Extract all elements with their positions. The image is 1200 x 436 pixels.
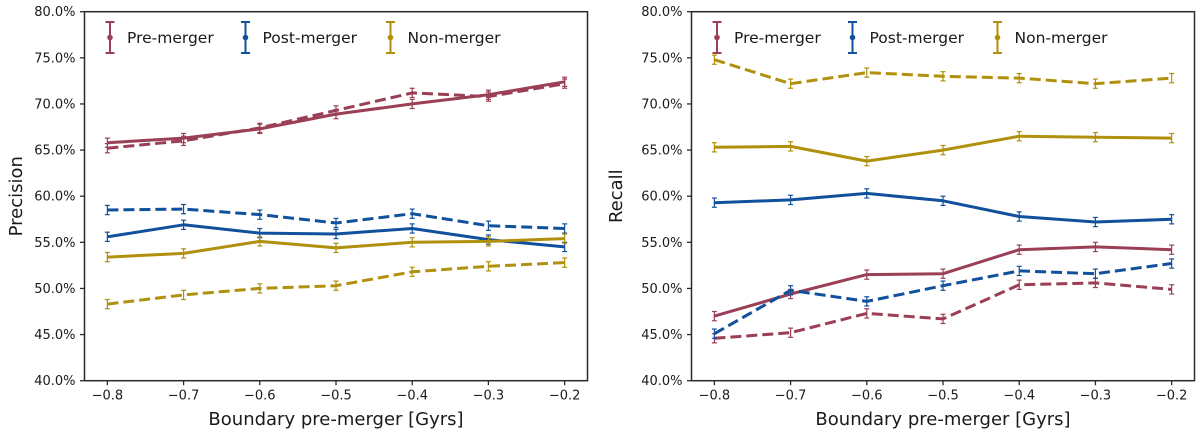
legend-label: Non-merger	[408, 29, 502, 47]
y-tick-label: 75.0%	[641, 51, 682, 66]
legend-label: Pre-merger	[734, 29, 821, 47]
x-tick-label: −0.8	[92, 389, 124, 404]
x-tick-label: −0.6	[244, 389, 276, 404]
series-line-non-merger-solid	[107, 237, 565, 259]
y-tick-label: 45.0%	[34, 328, 75, 343]
legend-marker-dot	[994, 34, 1001, 41]
x-axis-label: Boundary pre-merger [Gyrs]	[815, 409, 1070, 430]
y-tick-label: 55.0%	[641, 236, 682, 251]
y-axis-label: Precision	[6, 156, 27, 236]
series-line-pre-merger-dashed	[714, 281, 1172, 340]
legend-marker-dot	[849, 34, 856, 41]
y-tick-label: 45.0%	[641, 328, 682, 343]
y-tick-label: 60.0%	[34, 190, 75, 205]
y-tick-label: 40.0%	[34, 374, 75, 389]
legend-label: Post-merger	[870, 29, 965, 47]
series-line-post-merger-dashed	[107, 207, 565, 230]
y-tick-label: 55.0%	[34, 236, 75, 251]
series-line-non-merger-solid	[714, 134, 1172, 163]
y-tick-label: 65.0%	[34, 144, 75, 159]
series-line-post-merger-solid	[714, 191, 1172, 224]
y-tick-label: 70.0%	[34, 97, 75, 112]
x-tick-label: −0.7	[775, 389, 807, 404]
legend-marker-dot	[107, 34, 113, 41]
x-tick-label: −0.5	[927, 389, 959, 404]
y-tick-label: 65.0%	[641, 144, 682, 159]
legend-label: Post-merger	[263, 29, 358, 47]
series-line-non-merger-dashed	[107, 261, 565, 306]
plot-border	[690, 10, 1196, 382]
x-tick-label: −0.2	[1156, 389, 1188, 404]
recall-chart: 40.0% 45.0% 50.0% 55.0% 60.0% 65.0% 70.0% 75.0%…	[606, 5, 1196, 430]
series-line-non-merger-dashed	[713, 58, 1172, 86]
legend-label: Pre-merger	[127, 29, 214, 47]
y-tick-label: 75.0%	[34, 51, 75, 66]
x-tick-label: −0.5	[320, 389, 352, 404]
series-line-post-merger-dashed	[713, 262, 1172, 336]
x-tick-label: −0.4	[396, 389, 428, 404]
x-tick-label: −0.6	[851, 389, 883, 404]
x-tick-label: −0.3	[473, 389, 505, 404]
y-tick-label: 70.0%	[641, 97, 682, 112]
y-tick-label: 50.0%	[641, 282, 682, 297]
x-tick-label: −0.3	[1080, 389, 1112, 404]
x-tick-label: −0.8	[699, 389, 731, 404]
precision-chart: 40.0% 45.0% 50.0% 55.0% 60.0% 65.0% 70.0% 75.0%…	[6, 5, 589, 430]
plot-border	[83, 10, 589, 382]
y-axis-label: Recall	[606, 169, 627, 223]
y-tick-label: 40.0%	[641, 374, 682, 389]
legend-marker-dot	[714, 34, 720, 41]
legend-marker-dot	[242, 34, 249, 41]
x-tick-label: −0.4	[1003, 389, 1035, 404]
x-axis-label: Boundary pre-merger [Gyrs]	[208, 409, 463, 430]
y-tick-label: 50.0%	[34, 282, 75, 297]
y-tick-label: 80.0%	[641, 5, 682, 20]
y-tick-label: 80.0%	[34, 5, 75, 20]
series-line-pre-merger-solid	[107, 80, 565, 145]
y-tick-label: 60.0%	[641, 190, 682, 205]
x-tick-label: −0.7	[168, 389, 200, 404]
x-tick-label: −0.2	[549, 389, 581, 404]
legend-label: Non-merger	[1015, 29, 1109, 47]
legend-marker-dot	[387, 34, 394, 41]
